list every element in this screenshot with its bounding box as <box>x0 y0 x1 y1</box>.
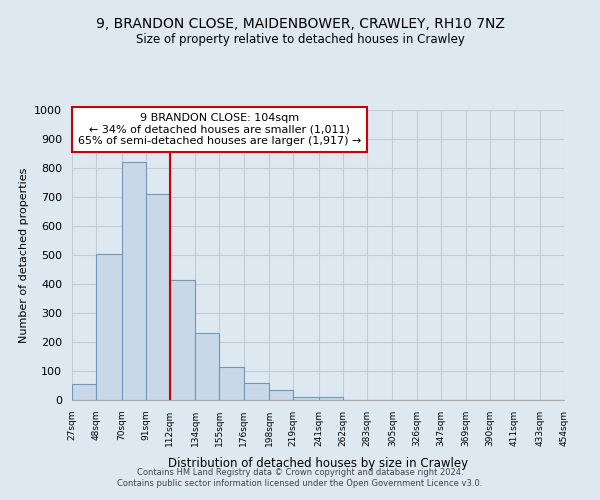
Bar <box>170 280 195 400</box>
Bar <box>195 334 220 400</box>
Bar <box>72 384 96 400</box>
Bar <box>96 254 122 400</box>
Bar <box>319 396 343 400</box>
Text: 9 BRANDON CLOSE: 104sqm
← 34% of detached houses are smaller (1,011)
65% of semi: 9 BRANDON CLOSE: 104sqm ← 34% of detache… <box>78 113 361 146</box>
Bar <box>220 366 244 400</box>
X-axis label: Distribution of detached houses by size in Crawley: Distribution of detached houses by size … <box>168 457 468 470</box>
Bar <box>269 390 293 400</box>
Bar <box>122 162 146 400</box>
Y-axis label: Number of detached properties: Number of detached properties <box>19 168 29 342</box>
Bar <box>146 194 170 400</box>
Bar <box>293 396 319 400</box>
Text: Contains HM Land Registry data © Crown copyright and database right 2024.
Contai: Contains HM Land Registry data © Crown c… <box>118 468 482 487</box>
Text: 9, BRANDON CLOSE, MAIDENBOWER, CRAWLEY, RH10 7NZ: 9, BRANDON CLOSE, MAIDENBOWER, CRAWLEY, … <box>95 18 505 32</box>
Text: Size of property relative to detached houses in Crawley: Size of property relative to detached ho… <box>136 32 464 46</box>
Bar <box>244 384 269 400</box>
